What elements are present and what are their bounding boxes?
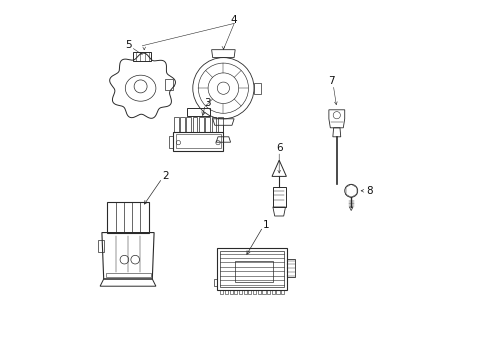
Text: 7: 7: [328, 76, 335, 86]
Text: 6: 6: [276, 143, 283, 153]
Text: 3: 3: [204, 98, 211, 108]
Text: 2: 2: [163, 171, 169, 181]
Text: 4: 4: [231, 15, 238, 25]
Text: 1: 1: [263, 220, 270, 230]
Text: 8: 8: [367, 186, 373, 196]
Text: 5: 5: [124, 40, 131, 50]
